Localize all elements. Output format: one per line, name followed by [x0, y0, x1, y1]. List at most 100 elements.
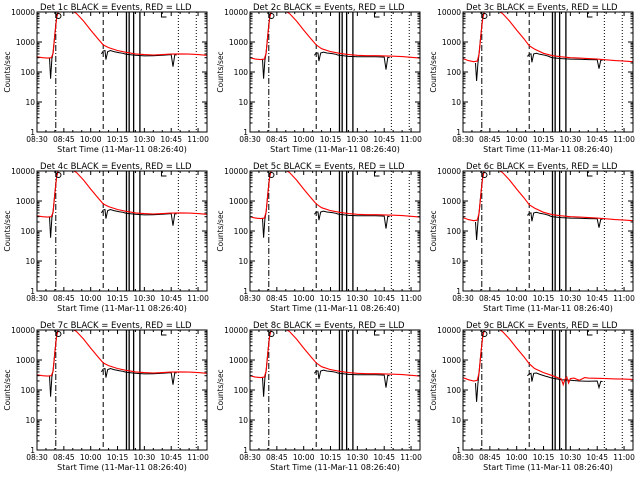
x-tick-label: 10:15 — [533, 294, 555, 303]
x-tick-label: 10:45 — [373, 294, 395, 303]
chart-panel-4: Det 4c BLACK = Events, RED = LLD 08:30 08:… — [3, 162, 209, 313]
events-series-line — [475, 330, 603, 402]
y-tick-label: 1 — [456, 287, 461, 296]
panel-title: Det 4c BLACK = Events, RED = LLD — [40, 162, 192, 172]
y-tick-label: 10000 — [224, 8, 248, 17]
event-marker-bracket — [373, 330, 380, 336]
plot-frame — [462, 170, 634, 292]
event-marker-bracket — [160, 330, 167, 336]
y-tick-label: 1 — [456, 446, 461, 455]
x-tick-label: 08:30 — [26, 294, 48, 303]
y-tick-label: 100 — [21, 227, 36, 236]
x-tick-label: 10:00 — [293, 135, 315, 144]
x-tick-label: 10:30 — [134, 294, 156, 303]
x-axis-label: Start Time (11-Mar-11 08:26:40) — [270, 304, 400, 313]
x-tick-label: 08:45 — [53, 294, 75, 303]
chart-panel-2: Det 2c BLACK = Events, RED = LLD 08:30 08:… — [216, 3, 422, 154]
y-tick-label: 10000 — [11, 167, 35, 176]
plot-frame — [36, 170, 208, 292]
x-axis-label: Start Time (11-Mar-11 08:26:40) — [483, 304, 613, 313]
events-series-line — [49, 330, 177, 397]
event-marker-circle — [55, 172, 62, 178]
event-marker-bracket — [160, 12, 167, 18]
x-tick-label: 10:30 — [347, 135, 369, 144]
x-tick-label: 10:45 — [160, 135, 182, 144]
x-tick-label: 10:45 — [373, 453, 395, 462]
x-tick-label: 08:30 — [239, 294, 261, 303]
x-tick-label: 10:30 — [347, 453, 369, 462]
panel-title: Det 5c BLACK = Events, RED = LLD — [253, 162, 405, 172]
y-tick-label: 1000 — [16, 38, 35, 47]
lld-series-line — [463, 330, 633, 387]
x-tick-label: 08:45 — [479, 294, 501, 303]
events-series-line — [49, 171, 177, 238]
event-marker-circle — [481, 331, 488, 337]
event-marker-circle — [55, 13, 62, 19]
x-tick-label: 08:30 — [26, 453, 48, 462]
event-marker-bracket — [586, 330, 593, 336]
x-tick-label: 08:30 — [452, 294, 474, 303]
events-series-line — [475, 12, 603, 82]
x-tick-label: 10:30 — [347, 294, 369, 303]
y-axis-label: Counts/sec — [216, 51, 225, 92]
lld-series-line — [250, 12, 420, 61]
x-tick-label: 11:00 — [400, 135, 422, 144]
y-tick-label: 10 — [238, 257, 248, 266]
x-tick-label: 10:15 — [320, 294, 342, 303]
event-marker-bracket — [586, 12, 593, 18]
x-tick-label: 10:30 — [560, 294, 582, 303]
event-marker-circle — [268, 172, 275, 178]
y-tick-label: 1 — [30, 446, 35, 455]
x-axis-label: Start Time (11-Mar-11 08:26:40) — [57, 304, 187, 313]
y-tick-label: 10 — [451, 416, 461, 425]
y-tick-label: 10000 — [11, 326, 35, 335]
event-marker-bracket — [373, 171, 380, 177]
x-tick-label: 11:00 — [400, 453, 422, 462]
x-tick-label: 10:30 — [134, 453, 156, 462]
x-tick-label: 10:45 — [160, 453, 182, 462]
y-tick-label: 10000 — [11, 8, 35, 17]
x-axis-label: Start Time (11-Mar-11 08:26:40) — [483, 463, 613, 472]
chart-panel-7: Det 7c BLACK = Events, RED = LLD 08:30 08:… — [3, 321, 209, 472]
y-tick-label: 10000 — [224, 167, 248, 176]
y-tick-label: 100 — [447, 68, 462, 77]
x-tick-label: 10:30 — [560, 453, 582, 462]
x-tick-label: 11:00 — [613, 453, 635, 462]
y-tick-label: 10 — [238, 416, 248, 425]
x-tick-label: 10:15 — [107, 135, 129, 144]
y-tick-label: 100 — [21, 68, 36, 77]
x-tick-label: 11:00 — [187, 294, 209, 303]
y-tick-label: 100 — [447, 386, 462, 395]
y-tick-label: 1 — [30, 128, 35, 137]
y-tick-label: 1 — [30, 287, 35, 296]
x-tick-label: 11:00 — [187, 135, 209, 144]
lld-series-line — [37, 171, 207, 218]
x-tick-label: 08:45 — [53, 135, 75, 144]
chart-panel-6: Det 6c BLACK = Events, RED = LLD 08:30 08:… — [429, 162, 635, 313]
x-tick-label: 10:00 — [506, 294, 528, 303]
x-tick-label: 11:00 — [613, 135, 635, 144]
x-tick-label: 11:00 — [187, 453, 209, 462]
x-tick-label: 10:15 — [320, 453, 342, 462]
y-tick-label: 1 — [243, 128, 248, 137]
plot-frame — [249, 329, 421, 451]
event-marker-bracket — [586, 171, 593, 177]
y-tick-label: 10 — [25, 257, 35, 266]
y-tick-label: 10 — [451, 98, 461, 107]
x-tick-label: 10:45 — [586, 453, 608, 462]
panel-title: Det 7c BLACK = Events, RED = LLD — [40, 321, 192, 331]
x-axis-label: Start Time (11-Mar-11 08:26:40) — [57, 463, 187, 472]
panel-title: Det 8c BLACK = Events, RED = LLD — [253, 321, 405, 331]
y-tick-label: 100 — [21, 386, 36, 395]
event-marker-bracket — [160, 171, 167, 177]
y-tick-label: 1 — [243, 287, 248, 296]
chart-panel-8: Det 8c BLACK = Events, RED = LLD 08:30 08:… — [216, 321, 422, 472]
event-marker-bracket — [373, 12, 380, 18]
y-tick-label: 100 — [234, 68, 249, 77]
y-tick-label: 100 — [234, 227, 249, 236]
x-tick-label: 08:30 — [452, 453, 474, 462]
y-tick-label: 10 — [25, 98, 35, 107]
events-series-line — [49, 12, 177, 79]
y-tick-label: 1000 — [442, 356, 461, 365]
